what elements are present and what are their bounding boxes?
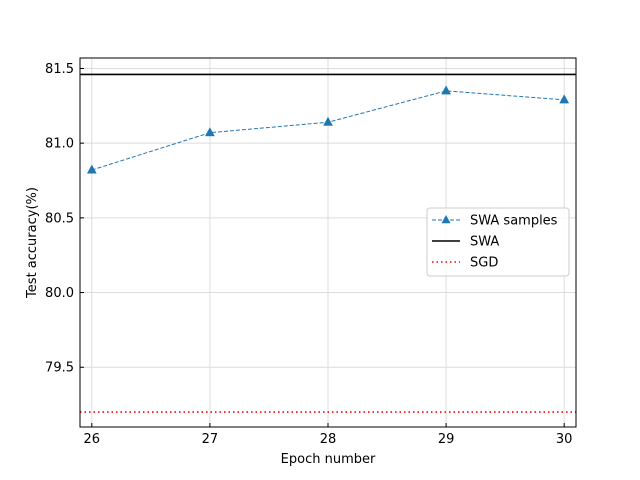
data-point-marker: [441, 85, 452, 95]
x-tick-label: 29: [438, 432, 455, 447]
x-tick-label: 27: [202, 432, 219, 447]
x-tick-label: 30: [556, 432, 573, 447]
legend-label-swa: SWA: [470, 235, 499, 250]
data-point-marker: [559, 94, 570, 104]
y-tick-label: 79.5: [45, 361, 74, 376]
series-layer: [80, 73, 576, 413]
legend: SWA samples SWA SGD: [426, 207, 570, 277]
x-tick-label: 28: [320, 432, 337, 447]
x-tick-label: 26: [84, 432, 101, 447]
x-axis-label: Epoch number: [281, 452, 376, 467]
legend-box: [426, 207, 570, 277]
y-axis-label: Test accuracy(%): [25, 187, 40, 299]
legend-label-swa-samples: SWA samples: [470, 214, 558, 229]
y-tick-label: 81.0: [45, 137, 74, 152]
y-tick-label: 80.0: [45, 286, 74, 301]
data-point-marker: [323, 116, 333, 126]
legend-label-sgd: SGD: [470, 256, 498, 271]
data-point-marker: [204, 127, 215, 137]
y-tick-label: 81.5: [45, 62, 74, 77]
axis-ticks: 26 27 28 29 30 79.5 80.0 80.5 81.0 81.5: [45, 62, 572, 447]
legend-marker-swa-samples: [441, 215, 451, 224]
data-point-marker: [86, 164, 97, 174]
y-tick-label: 80.5: [45, 211, 74, 226]
